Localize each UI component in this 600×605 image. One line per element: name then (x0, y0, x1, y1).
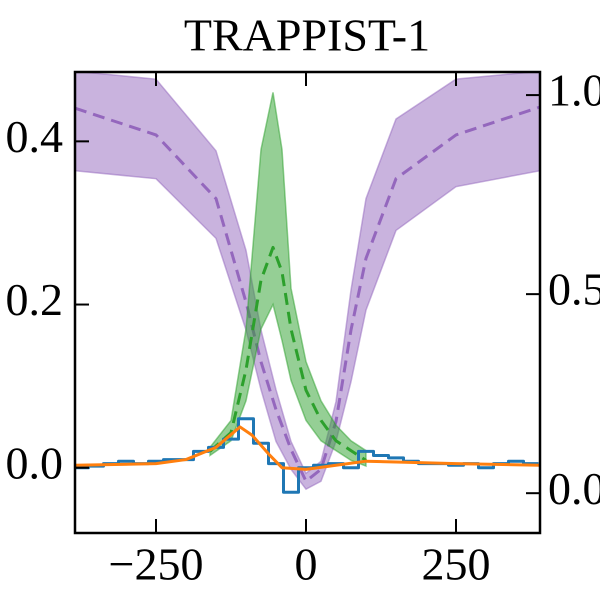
frame (73, 70, 542, 535)
line (75, 425, 540, 471)
y-tick-label: 0.4 (6, 111, 64, 162)
y-tick-label: 0.2 (6, 274, 64, 325)
y2-tick-label: 0.5 (548, 264, 600, 315)
y2-tick-label: 0.0 (548, 463, 600, 514)
chart-title: TRAPPIST-1 (184, 10, 430, 61)
uncertainty-band (75, 72, 540, 491)
x-tick-label: 0 (295, 539, 318, 590)
line (75, 105, 540, 483)
y-tick-label: 0.0 (6, 437, 64, 488)
plot-area (75, 72, 540, 494)
x-tick-label: −250 (109, 539, 204, 590)
x-tick-label: 250 (422, 539, 491, 590)
line (209, 245, 367, 462)
uncertainty-band (209, 92, 367, 468)
y2-tick-label: 1.0 (548, 65, 600, 116)
